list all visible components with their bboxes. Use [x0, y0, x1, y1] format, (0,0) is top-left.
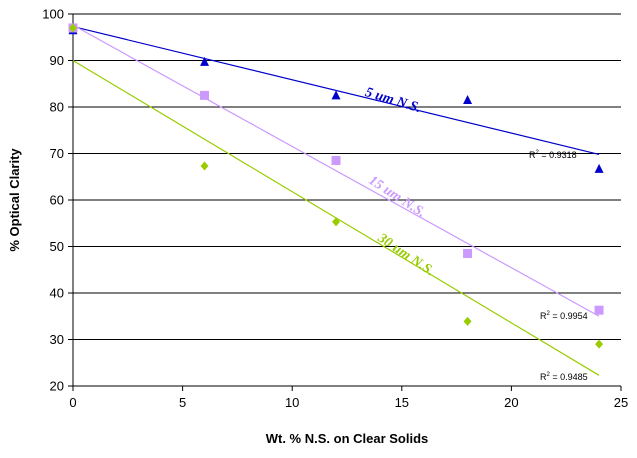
point-30-um-n-s-2	[332, 217, 341, 227]
y-axis-title: % Optical Clarity	[7, 148, 22, 252]
point-30-um-n-s-0	[69, 23, 77, 33]
point-5-um-n-s-4	[594, 163, 604, 173]
x-axis-title: Wt. % N.S. on Clear Solids	[266, 431, 429, 446]
y-tick-label-20: 20	[50, 379, 64, 394]
axes: 20 30 40 50 60 70 80 90 100 0 5 10 15 20 25	[42, 7, 628, 411]
point-30-um-n-s-1	[200, 161, 209, 171]
trendline-15-um-n-s	[72, 24, 600, 317]
x-tick-label-25: 25	[614, 395, 628, 410]
y-tick-label-70: 70	[50, 146, 64, 161]
series-label-15-um-n-s: 15 um N.S.	[366, 173, 428, 221]
data-markers	[68, 23, 604, 349]
point-30-um-n-s-4	[595, 339, 604, 349]
gridlines	[73, 13, 621, 387]
series-label-5-um-n-s: 5 um N.S.	[363, 85, 422, 116]
r-squared-label-15-um-n-s: R2 = 0.9954	[540, 311, 588, 321]
point-15-um-n-s-3	[463, 248, 473, 258]
y-tick-label-60: 60	[50, 193, 64, 208]
annotations: 5 um N.S. R2 = 0.9318 15 um N.S. R2 = 0.995…	[363, 85, 587, 382]
y-tick-label-40: 40	[50, 286, 64, 301]
x-tick-label-10: 10	[285, 395, 299, 410]
y-tick-label-100: 100	[42, 7, 64, 22]
r-squared-label-30-um-n-s: R2 = 0.9485	[540, 372, 588, 382]
point-15-um-n-s-1	[200, 90, 210, 100]
point-15-um-n-s-2	[331, 155, 341, 165]
x-tick-label-0: 0	[69, 395, 76, 410]
point-15-um-n-s-4	[594, 305, 604, 315]
y-tick-label-30: 30	[50, 332, 64, 347]
point-5-um-n-s-1	[200, 56, 210, 66]
x-tick-label-15: 15	[395, 395, 409, 410]
point-30-um-n-s-3	[463, 316, 472, 326]
point-5-um-n-s-2	[331, 90, 341, 100]
y-tick-label-90: 90	[50, 53, 64, 68]
series-label-30-um-n-s: 30 um N.S.	[374, 230, 437, 279]
y-tick-label-80: 80	[50, 100, 64, 115]
r-squared-label-5-um-n-s: R2 = 0.9318	[529, 150, 577, 160]
point-5-um-n-s-3	[463, 95, 473, 105]
x-tick-label-5: 5	[179, 395, 186, 410]
y-tick-label-50: 50	[50, 239, 64, 254]
x-tick-label-20: 20	[504, 395, 518, 410]
